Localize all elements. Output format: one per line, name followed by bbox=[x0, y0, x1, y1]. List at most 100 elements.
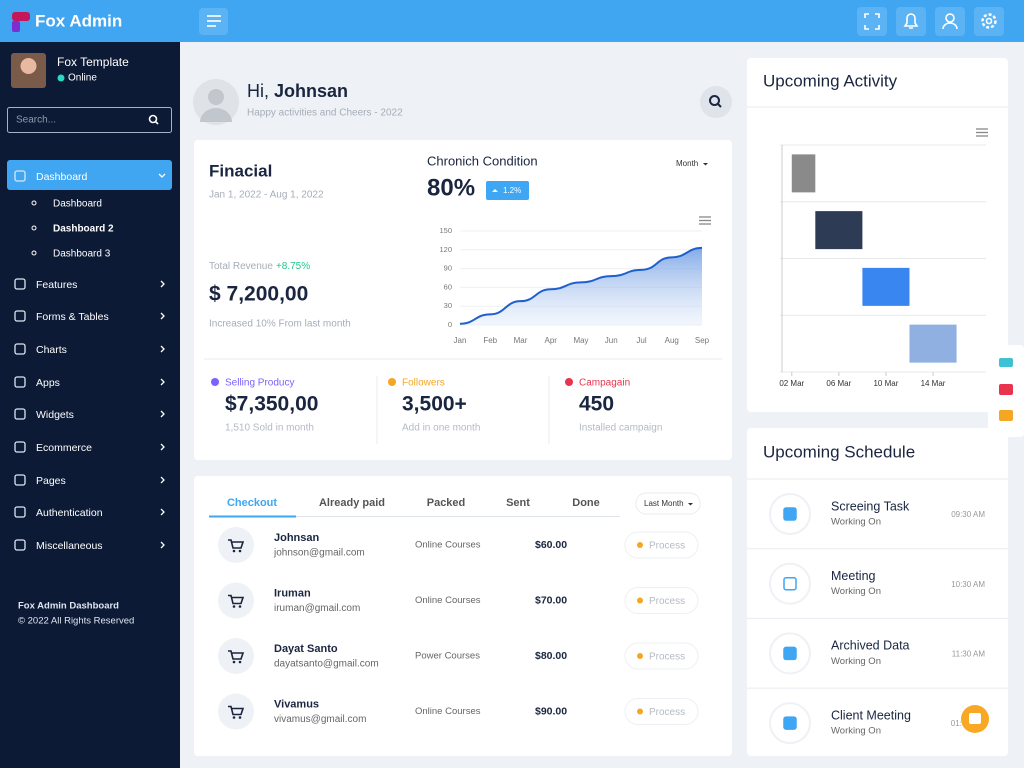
order-name: Dayat Santo bbox=[274, 643, 338, 655]
period-filter[interactable]: Month bbox=[676, 159, 698, 168]
main-search-button[interactable] bbox=[700, 86, 732, 118]
sidebar-search-box[interactable] bbox=[7, 107, 172, 133]
menu-icon bbox=[14, 408, 26, 420]
revenue-label: Total Revenue bbox=[209, 261, 273, 272]
schedule-icon bbox=[783, 716, 797, 730]
stat-value: 450 bbox=[579, 393, 614, 416]
cart-icon bbox=[228, 650, 245, 660]
menu-chevron bbox=[160, 443, 165, 451]
menu-label[interactable]: Charts bbox=[36, 344, 67, 356]
submenu-label[interactable]: Dashboard 2 bbox=[53, 224, 114, 235]
menu-label[interactable]: Apps bbox=[36, 377, 60, 389]
active-menu-item[interactable] bbox=[7, 160, 172, 190]
financial-date-range: Jan 1, 2022 - Aug 1, 2022 bbox=[209, 190, 324, 201]
profile-name: Fox Template bbox=[57, 55, 129, 69]
activity-bar bbox=[862, 267, 910, 306]
menu-label[interactable]: Miscellaneous bbox=[36, 540, 103, 552]
menu-icon bbox=[14, 376, 26, 388]
menu-label[interactable]: Ecommerce bbox=[36, 442, 92, 454]
greeting-name: Johnsan bbox=[274, 81, 348, 101]
greeting-avatar-head bbox=[208, 89, 224, 105]
revenue-value: $ 7,200,00 bbox=[209, 283, 308, 306]
profile-button[interactable] bbox=[935, 7, 965, 36]
dropdown-caret[interactable] bbox=[688, 503, 693, 506]
order-tab[interactable]: Done bbox=[572, 497, 600, 509]
order-course: Online Courses bbox=[415, 595, 481, 606]
order-tab[interactable]: Checkout bbox=[227, 497, 277, 509]
x-tick-label: May bbox=[573, 336, 588, 345]
floating-button-icon[interactable] bbox=[969, 713, 981, 724]
side-widget-icon[interactable] bbox=[999, 410, 1013, 421]
order-tab[interactable]: Packed bbox=[427, 497, 466, 509]
x-tick-label: Jan bbox=[454, 336, 467, 345]
schedule-time: 09:30 AM bbox=[951, 510, 985, 519]
stat-dot bbox=[565, 378, 573, 386]
notifications-button[interactable] bbox=[896, 7, 926, 36]
menu-label[interactable]: Authentication bbox=[36, 507, 103, 519]
x-tick-label: Apr bbox=[545, 336, 558, 345]
side-widget-icon[interactable] bbox=[999, 384, 1013, 395]
x-tick-label: Jul bbox=[636, 336, 646, 345]
side-widget-icon[interactable] bbox=[999, 358, 1013, 367]
order-status: Process bbox=[649, 652, 685, 663]
sidebar-footer-title: Fox Admin Dashboard bbox=[18, 601, 119, 612]
menu-icon bbox=[14, 539, 26, 551]
revenue-note: Increased 10% From last month bbox=[209, 319, 351, 330]
orders-filter-label[interactable]: Last Month bbox=[644, 499, 684, 508]
status-dot bbox=[57, 74, 65, 82]
order-status: Process bbox=[649, 707, 685, 718]
financial-card bbox=[194, 140, 732, 460]
card-title: Upcoming Schedule bbox=[763, 442, 915, 461]
order-price: $60.00 bbox=[535, 539, 567, 551]
settings-button[interactable] bbox=[974, 7, 1004, 36]
greeting-avatar-body bbox=[200, 108, 232, 122]
revenue-change: +8.75% bbox=[276, 261, 310, 272]
y-tick-label: 30 bbox=[444, 301, 452, 310]
menu-label[interactable]: Pages bbox=[36, 475, 66, 487]
status-dot bbox=[637, 653, 643, 659]
order-tab[interactable]: Sent bbox=[506, 497, 530, 509]
order-icon-bg bbox=[218, 582, 254, 619]
order-tab[interactable]: Already paid bbox=[319, 497, 385, 509]
menu-label[interactable]: Dashboard bbox=[36, 171, 88, 183]
stat-label: Followers bbox=[402, 378, 445, 389]
greeting-hello: Hi, bbox=[247, 81, 269, 101]
stat-note: Installed campaign bbox=[579, 423, 662, 434]
menu-icon bbox=[14, 474, 26, 486]
menu-label[interactable]: Forms & Tables bbox=[36, 311, 109, 323]
menu-label[interactable]: Features bbox=[36, 279, 77, 291]
dropdown-caret[interactable] bbox=[703, 163, 708, 166]
activity-bar bbox=[815, 211, 863, 250]
status-pill bbox=[624, 642, 699, 670]
cart-wheel bbox=[238, 549, 242, 553]
schedule-card bbox=[747, 428, 1008, 756]
menu-label[interactable]: Widgets bbox=[36, 409, 74, 421]
submenu-label[interactable]: Dashboard 3 bbox=[53, 249, 111, 260]
menu-icon bbox=[14, 278, 26, 290]
x-tick-label: Sep bbox=[695, 336, 710, 345]
orders-card bbox=[194, 476, 732, 756]
menu-toggle[interactable] bbox=[199, 8, 228, 35]
order-email: johnson@gmail.com bbox=[273, 548, 365, 559]
orders-filter[interactable] bbox=[635, 492, 701, 515]
main-search-icon bbox=[709, 95, 720, 106]
x-tick-label: Feb bbox=[483, 336, 497, 345]
area-line bbox=[459, 246, 703, 325]
submenu-label[interactable]: Dashboard bbox=[53, 199, 102, 210]
cart-wheel bbox=[232, 605, 236, 608]
menu-chevron bbox=[160, 280, 165, 288]
menu-chevron bbox=[160, 541, 165, 549]
chart-menu[interactable] bbox=[699, 216, 711, 225]
cart-icon bbox=[228, 594, 245, 605]
logo bbox=[12, 12, 30, 32]
activity-bar bbox=[791, 154, 816, 193]
activity-card bbox=[747, 58, 1008, 412]
order-email: vivamus@gmail.com bbox=[274, 714, 366, 725]
main-search-icon-handle bbox=[717, 103, 722, 108]
fullscreen-button[interactable] bbox=[857, 7, 887, 36]
chart-menu[interactable] bbox=[976, 128, 988, 137]
chart-title: Chronich Condition bbox=[427, 153, 538, 168]
order-name: Iruman bbox=[274, 587, 311, 599]
schedule-icon bbox=[783, 646, 797, 661]
y-tick-label: 0 bbox=[448, 320, 452, 329]
